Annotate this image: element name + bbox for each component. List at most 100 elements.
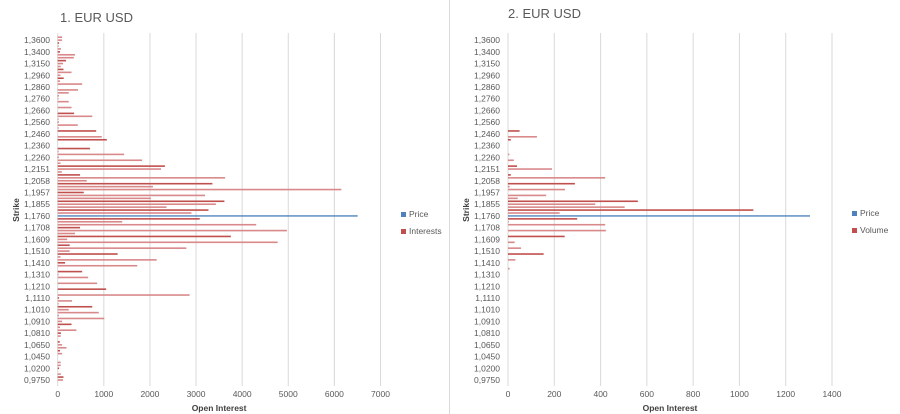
bar-interests (57, 127, 59, 129)
y-tick-label: 1,0650 (474, 340, 500, 350)
bar-volume (508, 209, 754, 211)
y-tick-label: 1,2058 (24, 176, 50, 186)
x-tick-label: 800 (686, 389, 700, 399)
y-tick-label: 1,1210 (24, 281, 50, 291)
bar-volume (508, 165, 518, 167)
bar-interests (57, 341, 60, 343)
bar-interests (57, 218, 200, 220)
legend-item-interests: Interests (401, 226, 442, 236)
y-tick-label: 0,9750 (24, 375, 50, 385)
y-tick-label: 1,3400 (24, 47, 50, 57)
y-tick-label: 1,2460 (24, 129, 50, 139)
bar-interests (57, 364, 61, 367)
legend-swatch-interests (401, 228, 406, 234)
bar-interests (57, 200, 225, 203)
x-axis-title: Open Interest (192, 403, 247, 413)
y-tick-label: 1,3600 (474, 35, 500, 45)
x-axis-title: Open Interest (643, 403, 698, 413)
bar-volume (508, 159, 514, 162)
bar-volume (508, 241, 515, 244)
y-tick-label: 1,1609 (24, 234, 50, 244)
y-tick-label: 1,2260 (474, 152, 500, 162)
bar-interests (57, 138, 107, 141)
bar-volume (508, 197, 518, 200)
y-tick-label: 1,1855 (24, 199, 50, 209)
bar-interests (57, 147, 90, 150)
x-tick-label: 1200 (776, 389, 795, 399)
bar-interests (57, 247, 187, 249)
y-tick-label: 1,3150 (24, 59, 50, 69)
chart-panel-2: 2. EUR USD 0 200 400 600 800 1000 1200 1400 1,36… (450, 0, 900, 414)
bar-volume (508, 138, 511, 141)
y-tick-label: 1,2660 (24, 105, 50, 115)
x-tick-label: 1000 (730, 389, 749, 399)
bar-interests (57, 92, 69, 94)
bar-interests (57, 171, 62, 173)
y-tick-label: 1,1957 (24, 187, 50, 197)
bar-interests (57, 153, 125, 156)
y-tick-label: 1,1310 (24, 270, 50, 280)
bar-interests (57, 320, 63, 323)
bar-interests (57, 241, 278, 244)
bar-interests (57, 317, 105, 320)
x-tick-label: 0 (506, 389, 511, 399)
y-tick-label: 1,1708 (474, 223, 500, 233)
bar-volume (508, 200, 638, 203)
bar-interests (57, 51, 61, 53)
x-tick-label: 4000 (233, 389, 252, 399)
bar-interests (57, 188, 342, 191)
y-tick-label: 1,2560 (474, 117, 500, 127)
bar-interests (57, 288, 107, 290)
bar-volume (508, 185, 510, 188)
bar-interests (57, 335, 61, 337)
chart-1-plot: 0 1000 2000 3000 4000 5000 6000 7000 1,3600 1,340… (11, 33, 390, 413)
bar-volume (508, 153, 510, 156)
bar-interests (57, 349, 61, 352)
bar-interests (57, 177, 226, 179)
y-tick-label: 1,1510 (24, 246, 50, 256)
chart-panel-1: 1. EUR USD 0 1000 2000 3000 4000 5000 6000 7000… (11, 0, 450, 414)
bar-interests (57, 68, 64, 71)
bar-interests (57, 97, 59, 100)
x-tick-label: 1400 (823, 389, 842, 399)
bar-volume (508, 174, 511, 176)
legend-item-price: Price (401, 209, 428, 219)
bar-interests (57, 326, 61, 329)
bar-interests (57, 48, 61, 50)
y-tick-label: 1,2960 (24, 70, 50, 80)
bar-interests (57, 323, 72, 326)
y-tick-label: 1,2760 (24, 94, 50, 104)
y-tick-label: 1,2360 (24, 141, 50, 151)
legend-label: Interests (409, 226, 442, 236)
bar-interests (57, 235, 231, 238)
y-tick-label: 1,0810 (474, 328, 500, 338)
x-tick-label: 6000 (325, 389, 344, 399)
y-tick-label: 1,1110 (475, 293, 500, 303)
y-tick-label: 1,0200 (24, 363, 50, 373)
bar-interests (57, 53, 75, 56)
bar-interests (57, 179, 87, 182)
bar-interests (57, 106, 72, 109)
bar-volume (508, 220, 509, 223)
bar-interests (57, 361, 61, 364)
bar-interests (57, 376, 64, 378)
legend-label: Price (409, 209, 429, 219)
bar-interests (57, 209, 209, 211)
bar-interests (57, 121, 59, 123)
legend-label: Price (860, 208, 880, 218)
bar-interests (57, 182, 213, 185)
bar-interests (57, 100, 69, 103)
bar-volume (508, 259, 516, 261)
bar-volume (508, 229, 606, 232)
bar-volume (508, 206, 625, 208)
bar-interests (57, 311, 99, 314)
bar-volume (508, 223, 606, 226)
bar-interests (57, 112, 75, 115)
bar-interests (57, 136, 102, 138)
bar-volume (508, 136, 537, 138)
bar-interests (57, 262, 66, 264)
bar-interests (57, 294, 190, 296)
x-tick-label: 2000 (140, 389, 159, 399)
bar-interests (57, 253, 118, 255)
x-tick-label: 0 (55, 389, 60, 399)
